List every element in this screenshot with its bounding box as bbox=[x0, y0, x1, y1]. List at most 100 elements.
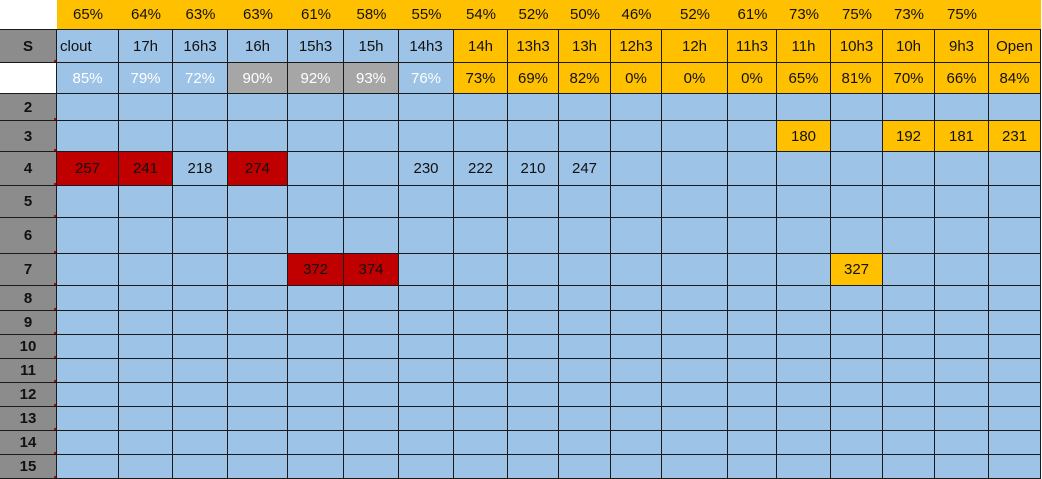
data-cell[interactable] bbox=[57, 455, 119, 479]
data-cell[interactable] bbox=[728, 383, 777, 407]
data-cell[interactable] bbox=[935, 335, 989, 359]
data-cell[interactable] bbox=[662, 335, 728, 359]
data-cell[interactable] bbox=[288, 152, 344, 186]
data-cell[interactable] bbox=[508, 186, 559, 218]
data-cell[interactable] bbox=[777, 383, 831, 407]
data-cell[interactable] bbox=[559, 383, 611, 407]
data-cell[interactable] bbox=[399, 407, 454, 431]
data-cell[interactable] bbox=[344, 121, 399, 152]
data-cell[interactable] bbox=[831, 359, 883, 383]
data-cell[interactable] bbox=[831, 455, 883, 479]
fill-pct-cell[interactable]: 73% bbox=[454, 63, 508, 94]
time-header-cell[interactable]: 13h3 bbox=[508, 30, 559, 63]
data-cell[interactable] bbox=[728, 455, 777, 479]
data-cell[interactable] bbox=[883, 311, 935, 335]
top-pct-cell[interactable] bbox=[989, 0, 1041, 30]
data-cell[interactable] bbox=[989, 218, 1041, 254]
data-cell[interactable] bbox=[662, 431, 728, 455]
data-cell[interactable] bbox=[57, 359, 119, 383]
data-cell[interactable] bbox=[228, 286, 288, 311]
data-cell[interactable] bbox=[989, 359, 1041, 383]
data-cell[interactable] bbox=[777, 254, 831, 286]
fill-pct-cell[interactable]: 85% bbox=[57, 63, 119, 94]
data-cell[interactable] bbox=[228, 254, 288, 286]
data-cell[interactable] bbox=[559, 121, 611, 152]
data-cell[interactable] bbox=[559, 286, 611, 311]
data-cell[interactable] bbox=[935, 407, 989, 431]
data-cell[interactable] bbox=[935, 186, 989, 218]
time-header-cell[interactable]: 13h bbox=[559, 30, 611, 63]
data-cell[interactable] bbox=[777, 218, 831, 254]
data-cell[interactable] bbox=[57, 218, 119, 254]
top-pct-cell[interactable]: 58% bbox=[344, 0, 399, 30]
data-cell[interactable]: 222 bbox=[454, 152, 508, 186]
top-pct-cell[interactable]: 73% bbox=[883, 0, 935, 30]
data-cell[interactable] bbox=[399, 286, 454, 311]
data-cell[interactable] bbox=[728, 94, 777, 121]
fill-pct-cell[interactable]: 76% bbox=[399, 63, 454, 94]
data-cell[interactable] bbox=[57, 121, 119, 152]
time-header-cell[interactable]: 12h3 bbox=[611, 30, 662, 63]
data-cell[interactable] bbox=[119, 335, 173, 359]
time-header-cell[interactable]: 16h bbox=[228, 30, 288, 63]
data-cell[interactable] bbox=[662, 311, 728, 335]
data-cell[interactable] bbox=[228, 186, 288, 218]
data-cell[interactable] bbox=[119, 254, 173, 286]
fill-pct-cell[interactable]: 66% bbox=[935, 63, 989, 94]
data-cell[interactable] bbox=[344, 455, 399, 479]
data-cell[interactable] bbox=[399, 254, 454, 286]
data-cell[interactable] bbox=[399, 186, 454, 218]
data-cell[interactable] bbox=[559, 218, 611, 254]
data-cell[interactable]: 374 bbox=[344, 254, 399, 286]
data-cell[interactable] bbox=[611, 359, 662, 383]
data-cell[interactable] bbox=[611, 186, 662, 218]
top-pct-cell[interactable]: 54% bbox=[454, 0, 508, 30]
data-cell[interactable] bbox=[728, 407, 777, 431]
data-cell[interactable] bbox=[989, 455, 1041, 479]
data-cell[interactable] bbox=[119, 186, 173, 218]
fill-pct-cell[interactable]: 92% bbox=[288, 63, 344, 94]
top-pct-cell[interactable]: 61% bbox=[288, 0, 344, 30]
data-cell[interactable] bbox=[344, 407, 399, 431]
data-cell[interactable] bbox=[288, 359, 344, 383]
data-cell[interactable] bbox=[611, 335, 662, 359]
data-cell[interactable] bbox=[777, 94, 831, 121]
time-header-cell[interactable]: 10h3 bbox=[831, 30, 883, 63]
fill-pct-cell[interactable]: 0% bbox=[611, 63, 662, 94]
data-cell[interactable] bbox=[777, 359, 831, 383]
data-cell[interactable] bbox=[119, 286, 173, 311]
data-cell[interactable] bbox=[662, 455, 728, 479]
data-cell[interactable] bbox=[344, 335, 399, 359]
data-cell[interactable] bbox=[173, 335, 228, 359]
data-cell[interactable] bbox=[989, 152, 1041, 186]
data-cell[interactable] bbox=[228, 218, 288, 254]
data-cell[interactable] bbox=[508, 335, 559, 359]
top-pct-cell[interactable]: 73% bbox=[777, 0, 831, 30]
data-cell[interactable] bbox=[989, 431, 1041, 455]
data-cell[interactable] bbox=[508, 431, 559, 455]
fill-pct-cell[interactable]: 93% bbox=[344, 63, 399, 94]
data-cell[interactable] bbox=[344, 431, 399, 455]
data-cell[interactable] bbox=[611, 121, 662, 152]
data-cell[interactable] bbox=[883, 186, 935, 218]
data-cell[interactable] bbox=[454, 121, 508, 152]
data-cell[interactable] bbox=[831, 186, 883, 218]
data-cell[interactable] bbox=[662, 218, 728, 254]
data-cell[interactable] bbox=[662, 407, 728, 431]
fill-pct-cell[interactable]: 0% bbox=[728, 63, 777, 94]
data-cell[interactable] bbox=[831, 335, 883, 359]
data-cell[interactable]: 241 bbox=[119, 152, 173, 186]
data-cell[interactable] bbox=[935, 254, 989, 286]
data-cell[interactable] bbox=[119, 431, 173, 455]
fill-pct-cell[interactable]: 69% bbox=[508, 63, 559, 94]
data-cell[interactable] bbox=[935, 94, 989, 121]
data-cell[interactable] bbox=[935, 455, 989, 479]
data-cell[interactable] bbox=[559, 186, 611, 218]
data-cell[interactable] bbox=[883, 359, 935, 383]
fill-pct-cell[interactable]: 70% bbox=[883, 63, 935, 94]
data-cell[interactable] bbox=[831, 152, 883, 186]
data-cell[interactable] bbox=[883, 254, 935, 286]
data-cell[interactable] bbox=[935, 311, 989, 335]
data-cell[interactable] bbox=[454, 407, 508, 431]
data-cell[interactable] bbox=[508, 407, 559, 431]
